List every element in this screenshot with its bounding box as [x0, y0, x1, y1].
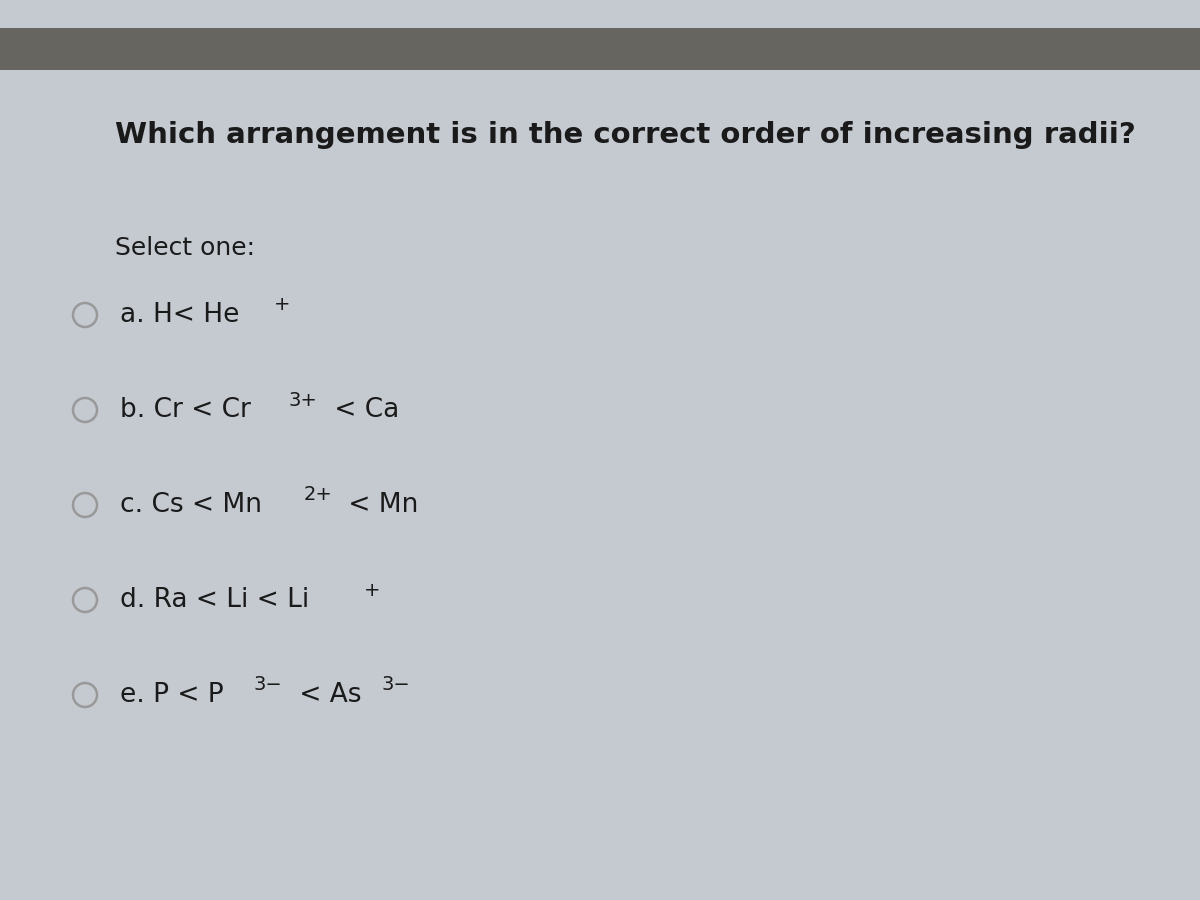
Text: 3−: 3−	[382, 676, 410, 695]
Text: d. Ra < Li < Li: d. Ra < Li < Li	[120, 587, 310, 613]
Text: c. Cs < Mn: c. Cs < Mn	[120, 492, 262, 518]
Text: Select one:: Select one:	[115, 236, 256, 260]
Text: 3+: 3+	[289, 391, 318, 410]
Text: 2+: 2+	[304, 485, 332, 505]
Text: e. P < P: e. P < P	[120, 682, 223, 708]
Text: < Ca: < Ca	[326, 397, 400, 423]
Text: b. Cr < Cr: b. Cr < Cr	[120, 397, 251, 423]
Text: Which arrangement is in the correct order of increasing radii?: Which arrangement is in the correct orde…	[115, 121, 1135, 149]
Bar	[0, 28, 1200, 70]
Text: +: +	[364, 580, 380, 599]
Text: < Mn: < Mn	[341, 492, 419, 518]
Text: < As: < As	[290, 682, 361, 708]
Text: 3−: 3−	[253, 676, 282, 695]
Text: a. H< He: a. H< He	[120, 302, 239, 328]
Text: +: +	[274, 295, 290, 314]
